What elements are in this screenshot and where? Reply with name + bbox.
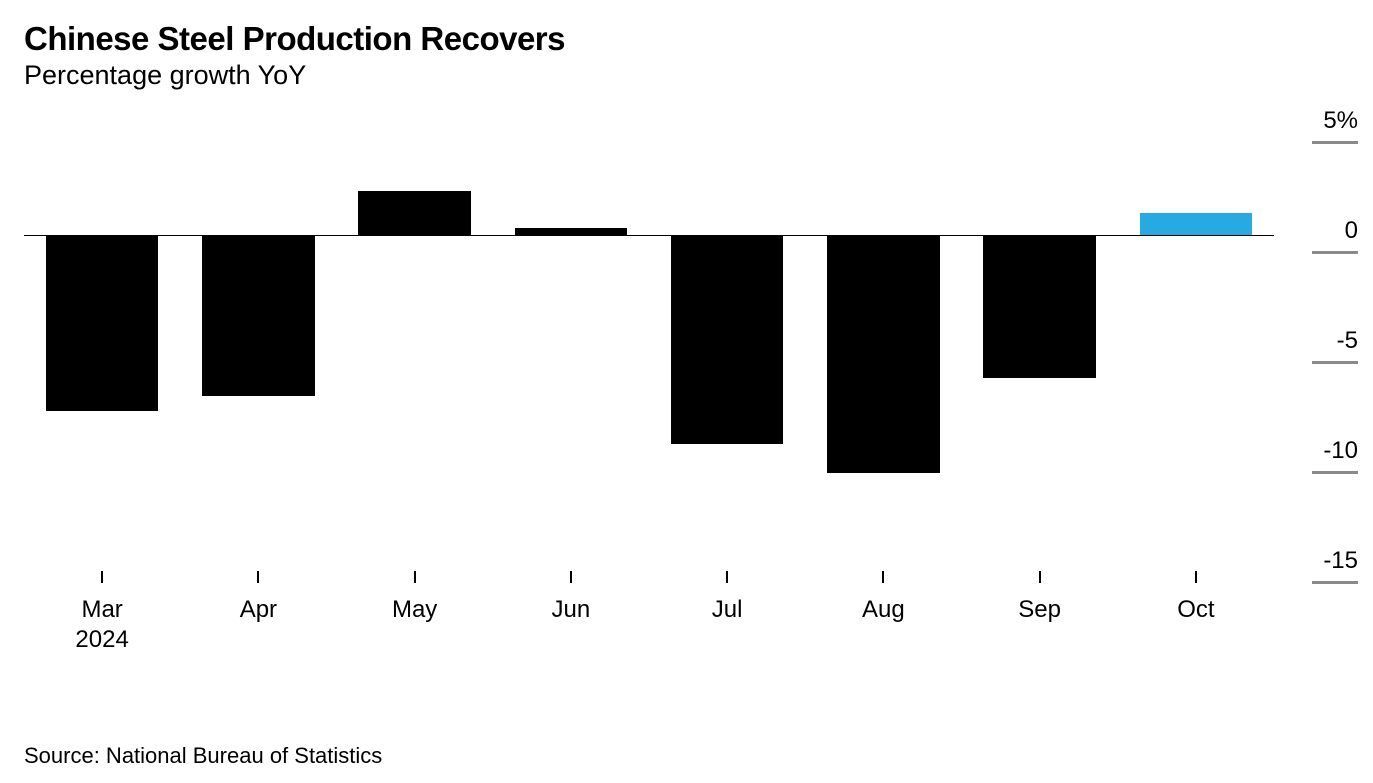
bar	[358, 191, 471, 235]
chart-subtitle: Percentage growth YoY	[24, 60, 1349, 91]
bar	[202, 235, 315, 396]
y-tick: -5	[1286, 327, 1358, 364]
bar	[46, 235, 159, 411]
x-axis-label-text: Jul	[712, 596, 743, 623]
x-axis-label: May	[392, 595, 437, 625]
x-axis-label: Sep	[1018, 595, 1061, 625]
x-axis-label: Aug	[862, 595, 905, 625]
x-axis-ticks	[24, 571, 1274, 589]
x-tick-mark	[726, 571, 728, 583]
x-axis-label: Apr	[240, 595, 277, 625]
y-tick-label: 0	[1286, 217, 1358, 245]
x-axis-label: Jul	[712, 595, 743, 625]
x-tick-mark	[882, 571, 884, 583]
y-tick: 5%	[1286, 107, 1358, 144]
x-axis-label-text: Oct	[1177, 596, 1214, 623]
chart-zone: 5%0-5-10-15 Mar2024AprMayJunJulAugSepOct	[24, 125, 1358, 655]
y-tick-label: 5%	[1286, 107, 1358, 135]
x-axis-label-text: Mar	[81, 596, 122, 623]
plot-area	[24, 125, 1274, 565]
x-axis-label-text: Aug	[862, 596, 905, 623]
y-tick-label: -10	[1286, 437, 1358, 465]
x-axis-label-text: May	[392, 596, 437, 623]
x-tick-mark	[414, 571, 416, 583]
x-axis-label: Mar2024	[75, 595, 128, 655]
x-tick-mark	[1039, 571, 1041, 583]
y-tick-line	[1312, 581, 1358, 584]
x-axis-label: Jun	[552, 595, 591, 625]
bar	[671, 235, 784, 444]
bar	[827, 235, 940, 473]
bar	[515, 228, 628, 235]
chart-container: Chinese Steel Production Recovers Percen…	[0, 0, 1373, 783]
y-tick: 0	[1286, 217, 1358, 254]
x-tick-mark	[257, 571, 259, 583]
chart-title: Chinese Steel Production Recovers	[24, 20, 1349, 58]
x-axis-label-text: Apr	[240, 596, 277, 623]
y-tick-label: -15	[1286, 547, 1358, 575]
y-tick: -15	[1286, 547, 1358, 584]
y-tick-label: -5	[1286, 327, 1358, 355]
x-tick-mark	[101, 571, 103, 583]
y-tick-line	[1312, 471, 1358, 474]
x-axis-label-text: Sep	[1018, 596, 1061, 623]
x-tick-mark	[1195, 571, 1197, 583]
x-axis-label: Oct	[1177, 595, 1214, 625]
bar	[1140, 213, 1253, 235]
y-tick-line	[1312, 361, 1358, 364]
y-axis: 5%0-5-10-15	[1286, 125, 1358, 565]
y-tick: -10	[1286, 437, 1358, 474]
x-axis-sublabel-text: 2024	[75, 625, 128, 655]
y-tick-line	[1312, 141, 1358, 144]
x-axis-label-text: Jun	[552, 596, 591, 623]
chart-source: Source: National Bureau of Statistics	[24, 743, 382, 769]
x-tick-mark	[570, 571, 572, 583]
bar	[983, 235, 1096, 378]
y-tick-line	[1312, 251, 1358, 254]
x-axis-labels: Mar2024 Apr May Jun Jul Aug Sep Oct	[24, 595, 1274, 655]
